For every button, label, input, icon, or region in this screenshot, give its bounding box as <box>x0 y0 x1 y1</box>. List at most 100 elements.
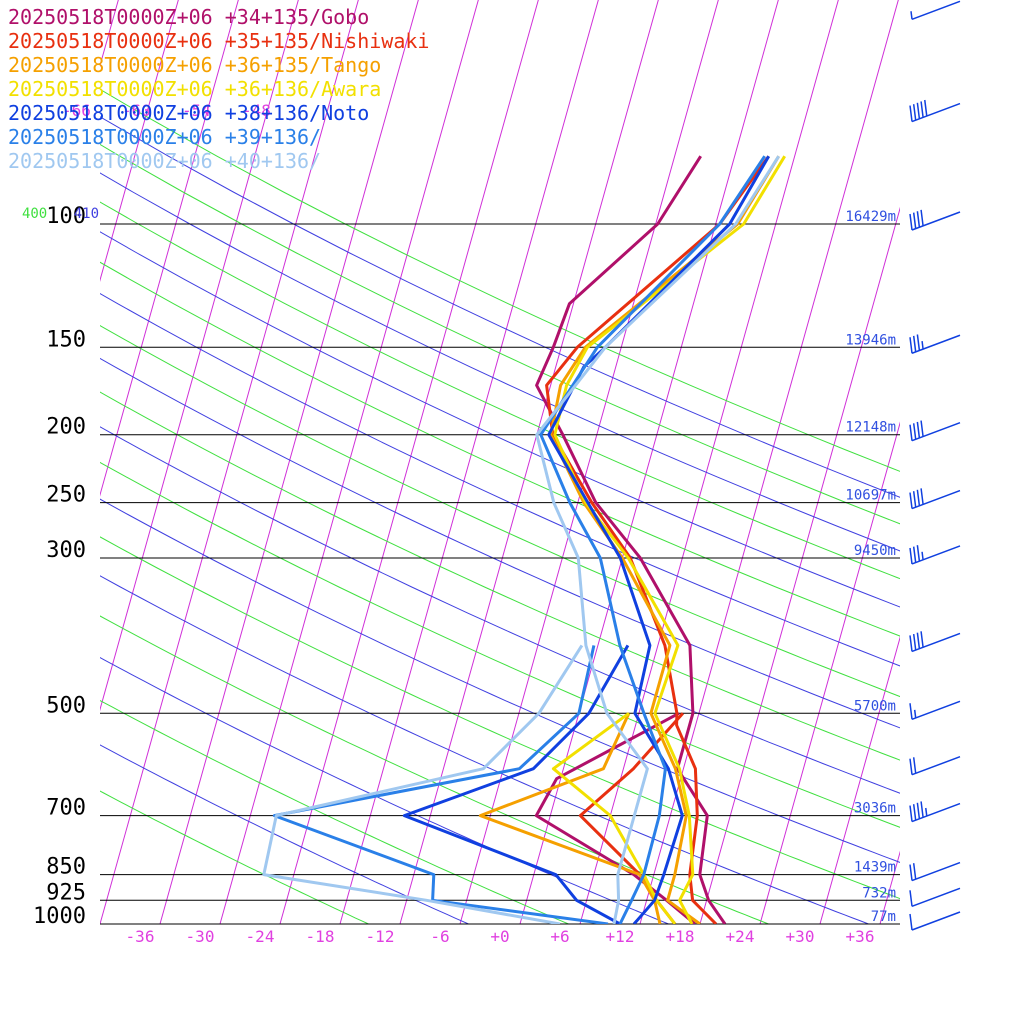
wind-barb-flag <box>912 104 917 121</box>
wind-barb <box>909 631 961 653</box>
wind-barb-flag <box>924 99 928 117</box>
wind-barb-flag <box>909 337 913 354</box>
wind-barb <box>909 99 961 123</box>
height-label: 5700m <box>854 698 896 714</box>
legend-entry: 20250518T0000Z+06 +34+135/Gobo <box>8 5 369 29</box>
dewpoint-profile-line <box>478 712 662 924</box>
wind-barb-flag <box>912 633 917 651</box>
temperature-tick-label: -30 <box>186 927 215 946</box>
isotherm-line <box>579 0 839 924</box>
wind-barb-flag <box>916 545 921 562</box>
wind-barb-flag <box>920 101 924 118</box>
wind-barb-flag <box>916 334 921 351</box>
theta-tick-label: 410 <box>74 206 99 222</box>
wind-barb-flag <box>916 802 921 819</box>
wind-barb-halfflag <box>925 807 928 817</box>
height-label: 3036m <box>854 801 896 817</box>
sounding-profiles <box>262 155 786 924</box>
temperature-tick-label: +6 <box>550 927 569 946</box>
wind-barb-flag <box>916 489 921 506</box>
legend-entry: 20250518T0000Z+06 +36+135/Tango <box>8 53 381 77</box>
temperature-profile-line <box>535 155 727 924</box>
wind-barb-halfflag <box>921 551 924 560</box>
temperature-tick-label: -6 <box>430 927 449 946</box>
wind-barb-halfflag <box>910 11 913 20</box>
dry-adiabat-line <box>100 143 900 525</box>
wind-barb-flag <box>912 335 917 352</box>
isotherm-line <box>399 0 659 924</box>
wind-barb-staff <box>911 756 961 776</box>
wind-barb-flag <box>912 491 917 508</box>
pressure-tick-label: 850 <box>46 855 86 880</box>
temperature-tick-label: +36 <box>846 927 875 946</box>
temperature-profile-line <box>553 155 786 924</box>
dry-adiabat-line <box>100 699 570 924</box>
temperature-profile-line <box>539 155 766 924</box>
dry-adiabat-line <box>100 498 900 863</box>
isotherm-line <box>100 0 179 283</box>
theta-tick-label: 400 <box>22 206 47 222</box>
temperature-tick-label: -36 <box>126 927 155 946</box>
wind-barb-staff <box>911 700 961 720</box>
dry-adiabat-line <box>100 116 900 498</box>
wind-barb-flag <box>909 635 913 652</box>
dry-adiabat-line <box>100 292 900 667</box>
wind-barb-flag <box>920 631 924 648</box>
dry-adiabat-line <box>100 615 770 924</box>
dry-adiabat-line <box>100 391 900 761</box>
height-label: 9450m <box>854 543 896 559</box>
isobar-lines <box>100 223 900 925</box>
dry-adiabat-line <box>100 744 470 924</box>
wind-barb-flag <box>916 102 921 119</box>
isotherm-line <box>759 421 900 924</box>
wind-barb-flag <box>909 758 913 775</box>
isotherm-line <box>159 0 419 924</box>
temperature-tick-label: +0 <box>490 927 509 946</box>
wind-barb <box>909 887 961 908</box>
wind-barb-flag <box>920 420 924 437</box>
wind-barb <box>909 488 961 510</box>
isotherm-line <box>639 0 899 924</box>
wind-barb-flag <box>909 890 913 907</box>
wind-barb <box>909 420 961 442</box>
wind-barb-flag <box>909 492 913 509</box>
wind-barb-flag <box>912 863 917 880</box>
wind-barb-flag <box>909 213 913 231</box>
isotherm-line <box>100 0 239 497</box>
wind-barb-flag <box>916 632 921 649</box>
wind-barb <box>909 911 961 931</box>
dry-adiabat-line <box>100 656 670 924</box>
legend-entry: 20250518T0000Z+06 +36+136/Awara <box>8 77 381 101</box>
pressure-tick-label: 200 <box>46 415 86 440</box>
wind-barb-flag <box>909 105 913 122</box>
upper-temperature-tick-label: -66 <box>62 101 91 120</box>
wind-barb-flag <box>912 546 917 563</box>
wind-barb <box>909 700 961 720</box>
height-label: 13946m <box>845 332 896 348</box>
pressure-tick-label: 925 <box>46 880 86 905</box>
legend-entry: 20250518T0000Z+06 +38+136/Noto <box>8 101 369 125</box>
wind-barb <box>910 0 961 20</box>
dry-adiabat-line <box>100 201 900 580</box>
upper-temperature-tick-label: -60 <box>122 101 151 120</box>
wind-barb-flag <box>916 421 921 439</box>
temperature-tick-label: +30 <box>786 927 815 946</box>
isotherm-line <box>219 0 479 924</box>
wind-barb <box>909 334 961 354</box>
wind-barb-flag <box>909 864 913 881</box>
dry-adiabat-line <box>100 325 900 698</box>
temperature-tick-label: +24 <box>726 927 755 946</box>
wind-barb-flag <box>920 488 924 505</box>
wind-barb-flag <box>920 209 924 226</box>
height-label: 1439m <box>854 860 896 876</box>
isotherm-line <box>339 0 599 924</box>
isotherm-lines <box>100 0 900 924</box>
height-label: 10697m <box>845 488 896 504</box>
isotherm-line <box>100 0 299 712</box>
wind-barb <box>909 756 961 776</box>
chart-legend: 20250518T0000Z+06 +34+135/Gobo 20250518T0… <box>8 5 429 173</box>
wind-barb-flag <box>909 805 913 822</box>
dry-adiabat-line <box>100 261 900 637</box>
wind-barb-flag <box>916 211 921 228</box>
wind-barb-flag <box>912 804 917 821</box>
